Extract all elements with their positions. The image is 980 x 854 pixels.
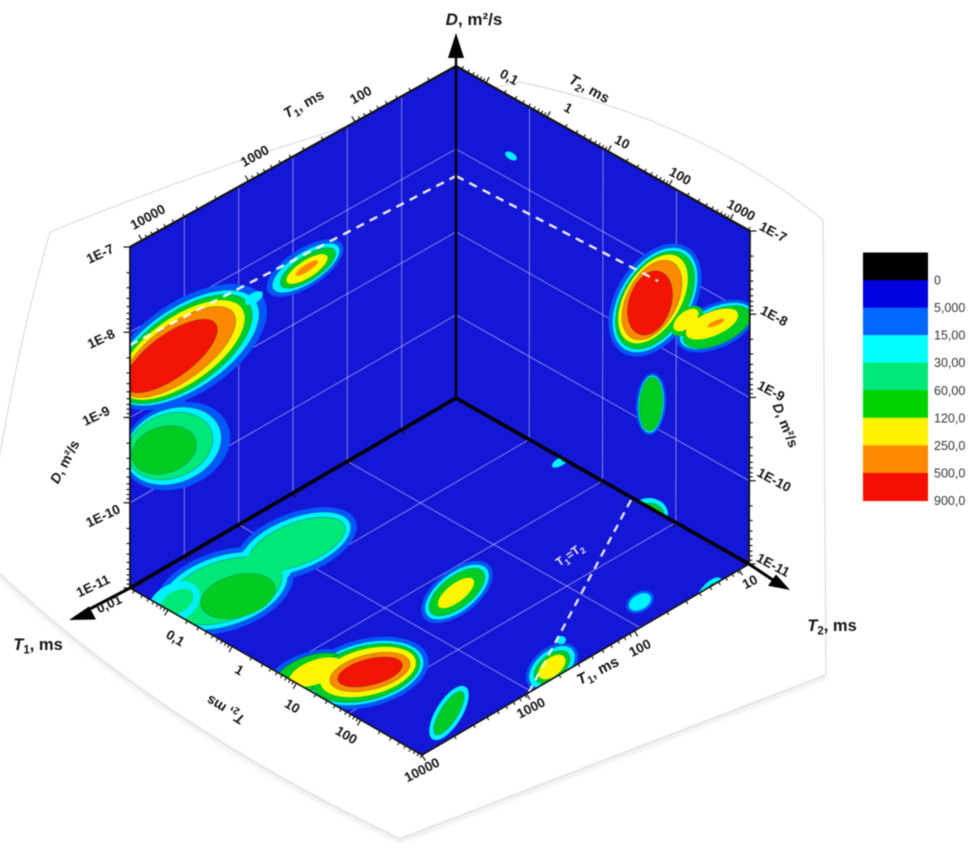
svg-text:900,0: 900,0 [934, 494, 965, 508]
svg-text:10: 10 [740, 572, 760, 592]
svg-text:5,000: 5,000 [934, 301, 965, 315]
svg-text:T1, ms: T1, ms [13, 636, 63, 657]
svg-text:60,00: 60,00 [934, 384, 965, 398]
svg-text:D, m²/s: D, m²/s [446, 10, 503, 29]
svg-text:15,00: 15,00 [934, 329, 965, 343]
svg-text:120,0: 120,0 [934, 411, 965, 425]
svg-text:250,0: 250,0 [934, 439, 965, 453]
svg-text:10: 10 [282, 696, 303, 717]
svg-text:500,0: 500,0 [934, 466, 965, 480]
svg-text:0: 0 [934, 274, 941, 288]
svg-text:10: 10 [612, 132, 632, 152]
svg-text:T2, ms: T2, ms [807, 617, 857, 638]
svg-text:30,00: 30,00 [934, 356, 965, 370]
